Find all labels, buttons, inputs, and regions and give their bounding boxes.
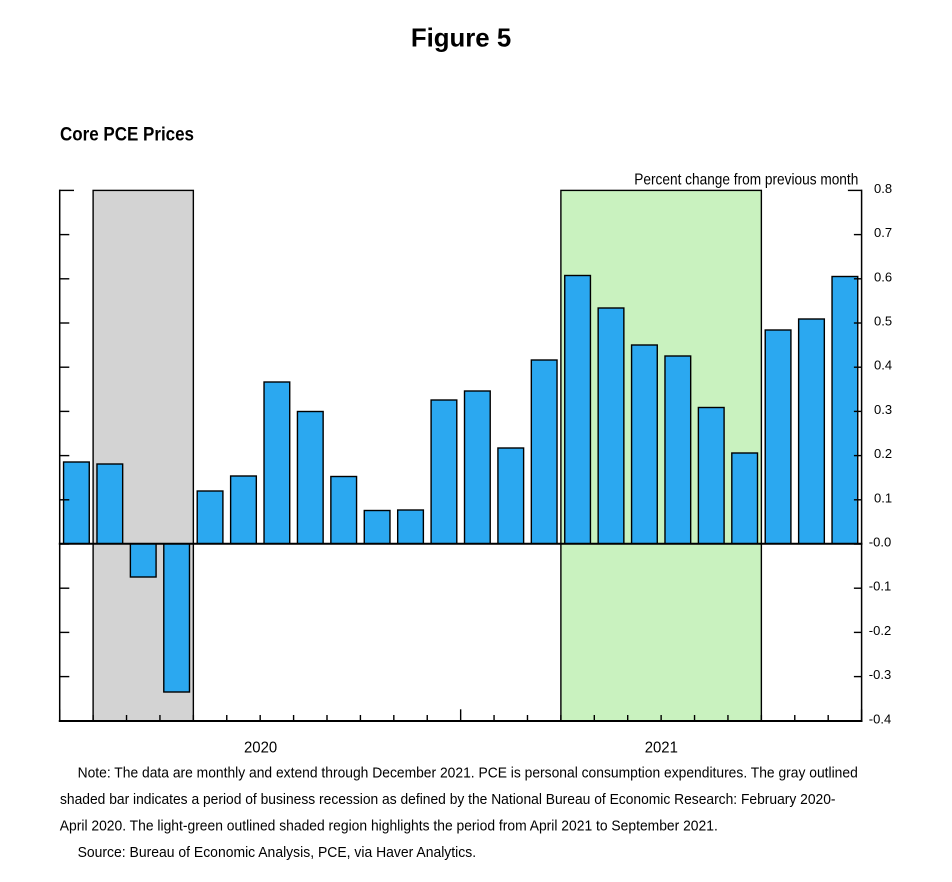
svg-text:-0.2: -0.2 <box>869 623 891 638</box>
svg-text:0.5: 0.5 <box>874 314 892 329</box>
svg-text:-0.0: -0.0 <box>869 535 891 550</box>
svg-text:-0.3: -0.3 <box>869 667 891 682</box>
svg-text:Note: The data are monthly and: Note: The data are monthly and extend th… <box>78 765 858 781</box>
svg-text:Percent change from previous m: Percent change from previous month <box>634 172 858 189</box>
svg-text:Core PCE Prices: Core PCE Prices <box>60 124 194 145</box>
svg-text:0.4: 0.4 <box>874 358 892 373</box>
svg-text:2021: 2021 <box>645 739 678 756</box>
svg-text:shaded bar indicates a period: shaded bar indicates a period of busines… <box>60 792 836 808</box>
svg-text:-0.1: -0.1 <box>869 579 891 594</box>
svg-text:0.7: 0.7 <box>874 225 892 240</box>
svg-text:0.3: 0.3 <box>874 402 892 417</box>
svg-text:0.6: 0.6 <box>874 269 892 284</box>
svg-text:0.1: 0.1 <box>874 490 892 505</box>
svg-text:Source: Bureau of Economic Ana: Source: Bureau of Economic Analysis, PCE… <box>78 845 477 861</box>
svg-text:0.8: 0.8 <box>874 181 892 196</box>
svg-text:Figure 5: Figure 5 <box>411 24 511 52</box>
svg-text:0.2: 0.2 <box>874 446 892 461</box>
svg-text:April 2020. The light-green ou: April 2020. The light-green outlined sha… <box>60 819 718 835</box>
svg-text:2020: 2020 <box>244 739 277 756</box>
svg-text:-0.4: -0.4 <box>869 711 891 726</box>
